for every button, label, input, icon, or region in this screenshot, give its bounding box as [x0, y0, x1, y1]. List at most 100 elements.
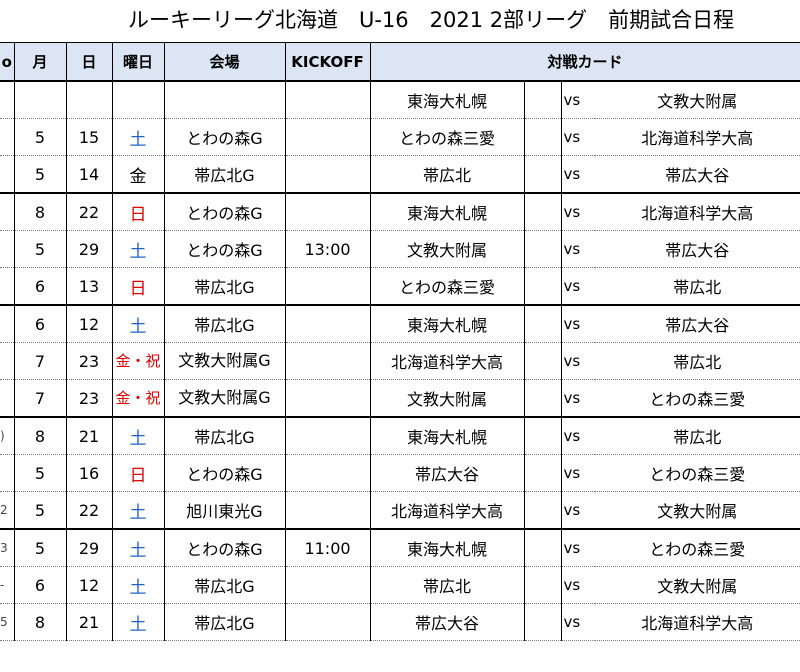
month-cell: 8: [13, 603, 67, 641]
day-cell: 22: [65, 192, 113, 231]
month-cell: 6: [13, 304, 67, 343]
away-team-cell: 北海道科学大高: [595, 118, 800, 156]
header-match: 対戦カード: [369, 42, 800, 82]
spacer-cell: [523, 267, 561, 306]
kickoff-cell: [284, 118, 371, 156]
row-edge-mark: [0, 304, 15, 343]
spacer-cell: [523, 528, 561, 567]
spacer-cell: [523, 566, 561, 604]
row-edge-mark: [0, 454, 15, 492]
weekday-cell: 土: [111, 603, 165, 641]
row-edge-mark: [0, 230, 15, 268]
home-team-cell: 帯広北: [369, 155, 525, 194]
away-team-cell: 帯広北: [595, 416, 800, 455]
schedule-table: o 月 日 曜日 会場 KICKOFF 対戦カード 東海大札幌 vs 文教大附属 5 1…: [0, 42, 800, 641]
table-row: -6 12 土帯広北G 帯広北 vs 文教大附属: [0, 566, 800, 604]
month-cell: 5: [13, 230, 67, 268]
spacer-cell: [523, 603, 561, 641]
away-team-cell: 文教大附属: [595, 491, 800, 530]
venue-cell: 帯広北G: [163, 304, 286, 343]
weekday-cell: 土: [111, 528, 165, 567]
month-cell: 7: [13, 342, 67, 380]
home-team-cell: 文教大附属: [369, 379, 525, 418]
vs-label: vs: [560, 416, 595, 455]
header-venue: 会場: [163, 42, 286, 82]
home-team-cell: 東海大札幌: [369, 80, 525, 119]
table-row: 5 8 21 土帯広北G 帯広大谷 vs 北海道科学大高: [0, 603, 800, 641]
vs-label: vs: [560, 192, 595, 231]
venue-cell: [163, 80, 286, 119]
header-dow: 曜日: [111, 42, 165, 82]
venue-cell: とわの森G: [163, 230, 286, 268]
kickoff-cell: [284, 379, 371, 418]
row-edge-mark: [0, 155, 15, 194]
away-team-cell: 文教大附属: [595, 566, 800, 604]
kickoff-cell: [284, 80, 371, 119]
kickoff-cell: [284, 342, 371, 380]
away-team-cell: 北海道科学大高: [595, 192, 800, 231]
spacer-cell: [523, 230, 561, 268]
table-row: 東海大札幌 vs 文教大附属: [0, 80, 800, 119]
home-team-cell: 東海大札幌: [369, 528, 525, 567]
vs-label: vs: [560, 528, 595, 567]
kickoff-cell: 11:00: [284, 528, 371, 567]
spacer-cell: [523, 80, 561, 119]
row-edge-mark: [0, 192, 15, 231]
day-cell: 21: [65, 416, 113, 455]
table-row: 6 12 土帯広北G 東海大札幌 vs 帯広大谷: [0, 304, 800, 343]
month-cell: 5: [13, 118, 67, 156]
month-cell: 5: [13, 528, 67, 567]
spacer-cell: [523, 155, 561, 194]
table-row: 5 16 日とわの森G 帯広大谷 vs とわの森三愛: [0, 454, 800, 492]
day-cell: 13: [65, 267, 113, 306]
day-cell: 23: [65, 342, 113, 380]
row-edge-mark: 3: [0, 528, 15, 567]
venue-cell: とわの森G: [163, 454, 286, 492]
away-team-cell: とわの森三愛: [595, 379, 800, 418]
row-edge-mark: [0, 80, 15, 119]
vs-label: vs: [560, 379, 595, 418]
venue-cell: 文教大附属G: [163, 342, 286, 380]
header-row: o 月 日 曜日 会場 KICKOFF 対戦カード: [0, 42, 800, 82]
day-cell: 12: [65, 304, 113, 343]
weekday-cell: 土: [111, 416, 165, 455]
away-team-cell: とわの森三愛: [595, 454, 800, 492]
away-team-cell: 北海道科学大高: [595, 603, 800, 641]
kickoff-cell: [284, 454, 371, 492]
kickoff-cell: 13:00: [284, 230, 371, 268]
day-cell: [65, 80, 113, 119]
spacer-cell: [523, 118, 561, 156]
home-team-cell: 東海大札幌: [369, 304, 525, 343]
away-team-cell: 文教大附属: [595, 80, 800, 119]
month-cell: 8: [13, 416, 67, 455]
kickoff-cell: [284, 566, 371, 604]
home-team-cell: 帯広大谷: [369, 603, 525, 641]
vs-label: vs: [560, 80, 595, 119]
venue-cell: 文教大附属G: [163, 379, 286, 418]
weekday-cell: 金・祝: [111, 342, 165, 380]
home-team-cell: とわの森三愛: [369, 267, 525, 306]
table-row: 6 13 日帯広北G とわの森三愛 vs 帯広北: [0, 267, 800, 306]
venue-cell: 帯広北G: [163, 603, 286, 641]
away-team-cell: 帯広大谷: [595, 230, 800, 268]
vs-label: vs: [560, 267, 595, 306]
row-edge-mark: 5: [0, 603, 15, 641]
away-team-cell: とわの森三愛: [595, 528, 800, 567]
spacer-cell: [523, 454, 561, 492]
weekday-cell: 金: [111, 155, 165, 194]
weekday-cell: 土: [111, 230, 165, 268]
row-edge-mark: [0, 342, 15, 380]
table-row: 2 5 22 土旭川東光G 北海道科学大高 vs 文教大附属: [0, 491, 800, 530]
day-cell: 14: [65, 155, 113, 194]
table-row: 8 22 日とわの森G 東海大札幌 vs 北海道科学大高: [0, 192, 800, 231]
weekday-cell: 日: [111, 267, 165, 306]
kickoff-cell: [284, 267, 371, 306]
kickoff-cell: [284, 155, 371, 194]
venue-cell: 帯広北G: [163, 267, 286, 306]
vs-label: vs: [560, 566, 595, 604]
home-team-cell: 帯広北: [369, 566, 525, 604]
away-team-cell: 帯広大谷: [595, 155, 800, 194]
vs-label: vs: [560, 342, 595, 380]
month-cell: 5: [13, 155, 67, 194]
home-team-cell: 東海大札幌: [369, 416, 525, 455]
